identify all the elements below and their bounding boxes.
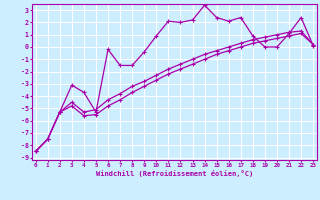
X-axis label: Windchill (Refroidissement éolien,°C): Windchill (Refroidissement éolien,°C) bbox=[96, 170, 253, 177]
